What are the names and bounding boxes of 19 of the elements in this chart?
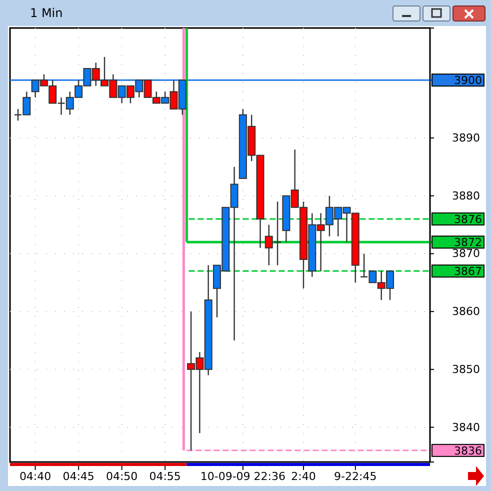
x-tick-label: 9-22:45 [334,470,377,483]
y-tick-label: 3860 [452,305,480,318]
ref-line-label: 3900 [454,74,482,88]
x-tick-label: 10-09-09 22:36 [200,470,286,483]
x-tick-label: 2:40 [291,470,316,483]
y-tick-label: 3850 [452,362,480,376]
y-tick-label: 3880 [452,189,480,202]
x-tick-label: 04:45 [62,470,94,483]
chart-title: 1 Min [30,6,63,20]
ref-line-label: 3876 [454,212,482,226]
x-tick-label: 04:50 [106,470,138,483]
ref-line-label: 3836 [454,444,482,458]
y-tick-label: 3870 [452,247,480,260]
x-tick-label: 04:40 [19,470,52,483]
y-tick-label: 3840 [452,420,480,434]
y-tick-label: 3890 [452,131,480,144]
x-tick-label: 04:55 [149,470,181,483]
ref-line-label: 3867 [454,265,482,278]
ref-line-label: 3872 [454,236,482,250]
